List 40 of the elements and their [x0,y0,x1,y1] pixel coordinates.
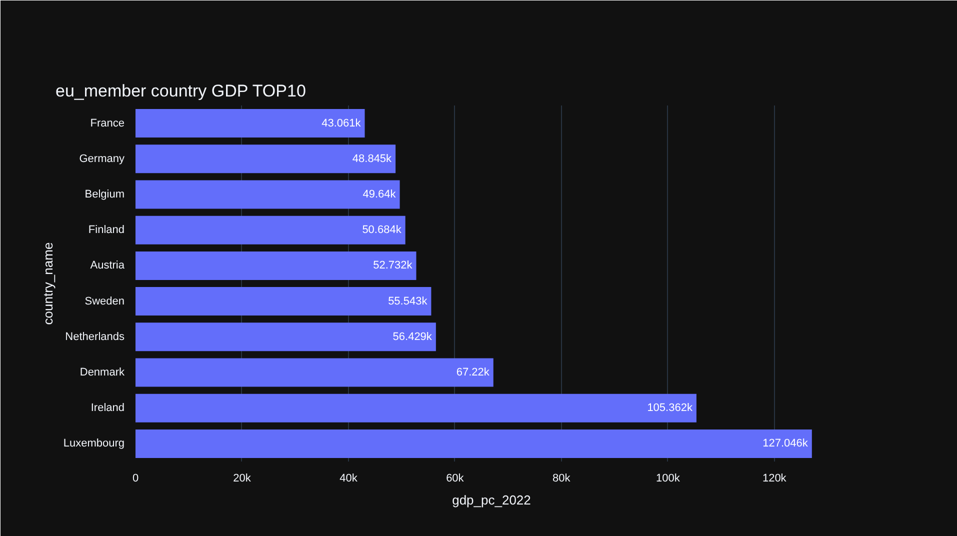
data-label: 105.362k [647,402,693,414]
bar [136,144,396,174]
y-tick-label: Belgium [84,188,125,200]
data-label: 48.845k [352,152,392,165]
y-tick-label: Denmark [80,366,125,378]
data-label: 43.061k [322,117,362,130]
data-label: 127.046k [762,438,808,450]
x-tick-label: 80k [552,472,571,484]
x-tick-label: 0 [132,472,139,484]
y-axis-title: country_name [40,242,56,325]
bar [136,216,406,244]
bar [136,109,365,138]
y-tick-label: Luxembourg [63,438,125,450]
bar [136,287,432,316]
y-tick-label: Ireland [90,402,125,414]
data-label: 55.543k [388,295,428,308]
chart-title: eu_member country GDP TOP10 [56,82,306,100]
y-tick-label: Germany [79,152,125,165]
data-label: 50.684k [362,224,402,236]
bar [136,358,494,387]
bar [136,429,812,458]
bar [136,251,416,280]
data-label: 56.429k [392,330,432,343]
y-tick-label: Netherlands [65,330,125,343]
x-tick-label: 40k [340,472,358,484]
x-axis-title: gdp_pc_2022 [452,492,531,508]
data-label: 67.22k [456,366,490,378]
y-tick-label: Finland [88,224,124,236]
data-label: 49.64k [362,188,396,200]
bar [136,394,696,422]
bar [136,322,436,352]
x-tick-label: 60k [446,472,464,484]
x-tick-label: 120k [762,472,787,484]
x-tick-label: 100k [656,472,680,484]
bar [136,180,400,209]
data-label: 52.732k [373,260,413,272]
y-tick-label: France [90,117,125,130]
x-tick-label: 20k [233,472,252,484]
y-tick-label: Austria [90,260,126,272]
y-tick-label: Sweden [84,295,125,308]
